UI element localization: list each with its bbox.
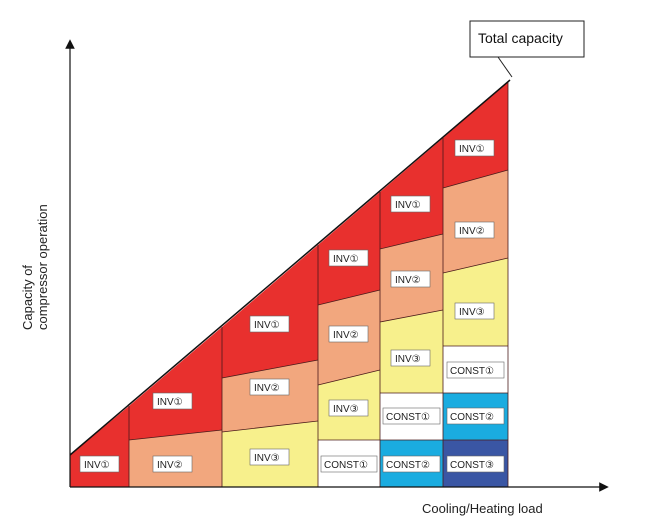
label-col4-inv1-text: INV① [333, 254, 359, 265]
total-capacity-label: Total capacity [478, 30, 563, 46]
label-col5-inv1-text: INV① [395, 200, 421, 211]
region-boundaries [128, 82, 509, 487]
label-col4-inv2: INV② [328, 325, 369, 343]
label-col2-inv1-text: INV① [157, 397, 183, 408]
col6-inv3-region [443, 258, 508, 346]
label-col2-inv2-text: INV② [157, 460, 183, 471]
label-col6-inv3-text: INV③ [459, 307, 485, 318]
label-col3-inv2: INV② [249, 378, 290, 396]
label-col6-inv3: INV③ [454, 302, 495, 320]
y-axis-label-line2: compressor operation [35, 204, 50, 330]
x-axis-label: Cooling/Heating load [422, 501, 543, 516]
label-col4-const1: CONST① [320, 455, 378, 473]
label-col5-const2: CONST② [382, 455, 441, 473]
segment-labels: INV① INV① INV② INV① INV② INV③ INV① INV② … [79, 139, 505, 473]
label-col3-inv2-text: INV② [254, 383, 280, 394]
label-col5-const1: CONST① [382, 407, 441, 425]
col2-inv1-region [129, 327, 222, 440]
callout-pointer [497, 56, 513, 78]
label-col1-inv1: INV① [79, 455, 120, 473]
label-col3-inv1-text: INV① [254, 320, 280, 331]
label-col5-inv2: INV② [390, 270, 431, 288]
label-col6-inv1: INV① [454, 139, 495, 157]
col3-inv1-region [222, 245, 318, 378]
label-col4-inv2-text: INV② [333, 330, 359, 341]
label-col2-inv2: INV② [152, 455, 193, 473]
col4-inv1-region [318, 192, 380, 305]
label-col5-const1-text: CONST① [386, 412, 430, 423]
total-capacity-callout [469, 20, 585, 58]
col3-inv2-region [222, 360, 318, 432]
label-col3-inv3-text: INV③ [254, 453, 280, 464]
label-col5-inv3-text: INV③ [395, 354, 421, 365]
label-col2-inv1: INV① [152, 392, 193, 410]
y-axis-label-line1: Capacity of [20, 265, 35, 330]
label-col5-const2-text: CONST② [386, 460, 430, 471]
label-col3-inv1: INV① [249, 315, 290, 333]
label-col5-inv3: INV③ [390, 349, 431, 367]
label-col5-inv2-text: INV② [395, 275, 421, 286]
col6-inv1-region [443, 82, 508, 188]
col6-inv2-region [443, 170, 508, 273]
label-col6-inv2: INV② [454, 221, 495, 239]
label-col5-inv1: INV① [390, 195, 431, 213]
label-col6-inv1-text: INV① [459, 144, 485, 155]
label-col1-inv1-text: INV① [84, 460, 110, 471]
label-col3-inv3: INV③ [249, 448, 290, 466]
label-col6-const2-text: CONST② [450, 412, 494, 423]
label-col4-const1-text: CONST① [324, 460, 368, 471]
label-col6-const2: CONST② [446, 407, 505, 425]
label-col4-inv3: INV③ [328, 399, 369, 417]
label-col6-inv2-text: INV② [459, 226, 485, 237]
label-col6-const3-text: CONST③ [450, 460, 494, 471]
label-col6-const1-text: CONST① [450, 366, 494, 377]
total-capacity-line [69, 79, 511, 456]
col5-inv1-region [380, 138, 443, 249]
label-col6-const1: CONST① [446, 361, 505, 379]
label-col4-inv1: INV① [328, 249, 369, 267]
label-col6-const3: CONST③ [446, 455, 505, 473]
label-col4-inv3-text: INV③ [333, 404, 359, 415]
